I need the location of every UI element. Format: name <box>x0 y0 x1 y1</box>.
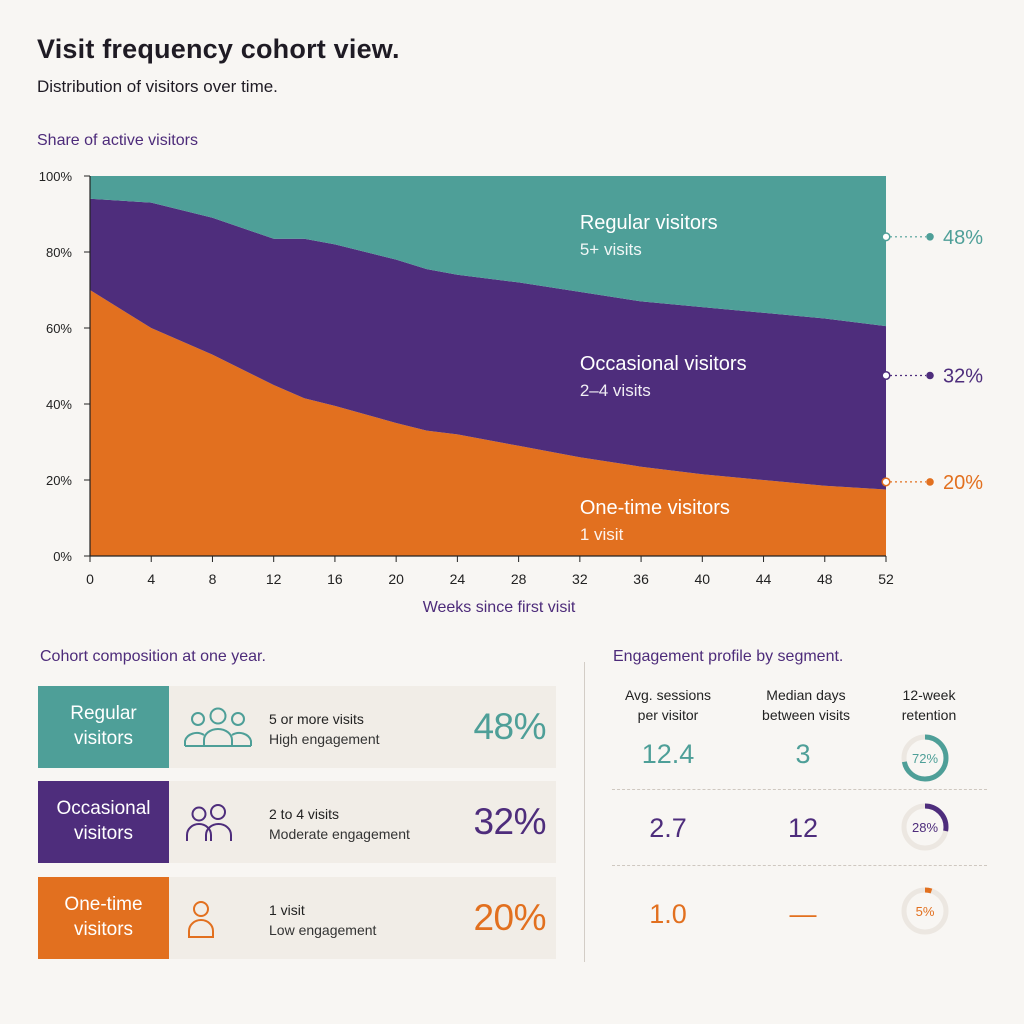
segment-share: 32% <box>473 801 546 842</box>
y-tick-label: 40% <box>46 397 72 412</box>
x-tick-label: 32 <box>572 571 588 587</box>
donut-arc <box>901 734 949 782</box>
panel-divider <box>584 662 585 962</box>
x-tick-label: 8 <box>209 571 217 587</box>
retention-donut: 28% <box>901 803 949 851</box>
three-people-icon <box>184 707 252 747</box>
x-tick-label: 40 <box>695 571 711 587</box>
y-axis-title: Share of active visitors <box>37 132 198 149</box>
x-tick-label: 20 <box>388 571 404 587</box>
callout-anchor <box>881 232 891 242</box>
end-share-label: 48% <box>943 227 983 249</box>
x-tick-label: 4 <box>147 571 155 587</box>
segment-tag-occasional: Occasional visitors <box>38 781 169 863</box>
segment-engagement: Low engagement <box>269 922 377 938</box>
segment-engagement: High engagement <box>269 731 380 747</box>
segment-tag-one-time: One-time visitors <box>38 877 169 959</box>
row-separator <box>612 789 987 790</box>
median-days-value: 12 <box>787 813 819 843</box>
header-median-days: Median days between visits <box>762 687 850 723</box>
x-tick-label: 36 <box>633 571 649 587</box>
y-tick-label: 100% <box>39 169 73 184</box>
segment-share: 48% <box>473 706 546 747</box>
area-label-sub: 1 visit <box>580 525 624 544</box>
segment-engagement: Moderate engagement <box>269 826 410 842</box>
area-regular <box>90 176 886 327</box>
page-subtitle: Distribution of visitors over time. <box>37 77 278 96</box>
area-label-name: Occasional visitors <box>580 353 747 375</box>
x-tick-label: 16 <box>327 571 343 587</box>
x-tick-label: 52 <box>878 571 894 587</box>
engagement-title: Engagement profile by segment. <box>613 648 844 665</box>
y-tick-label: 60% <box>46 321 72 336</box>
two-people-icon <box>186 804 232 841</box>
area-occasional <box>90 198 886 490</box>
stacked-area-chart: 0%20%40%60%80%100%0 4 8 12 16 20 24 28 32 36 40 44 4… <box>39 169 983 587</box>
avg-sessions-value: 1.0 <box>649 899 687 929</box>
callout-dot <box>926 371 934 380</box>
composition-row-one-time: One-time visitors 1 visit Low engagement… <box>38 877 556 959</box>
area-label-sub: 5+ visits <box>580 240 642 259</box>
callout-anchor <box>881 477 891 487</box>
x-tick-label: 48 <box>817 571 833 587</box>
retention-donut: 5% <box>901 887 949 935</box>
median-days-value: 3 <box>795 739 811 769</box>
x-tick-label: 44 <box>756 571 772 587</box>
donut-arc <box>901 887 949 935</box>
person-icon <box>188 901 214 938</box>
avg-sessions-value: 2.7 <box>649 813 687 843</box>
retention-value: 28% <box>912 820 938 835</box>
segment-visits: 1 visit <box>269 902 305 918</box>
y-tick-label: 0% <box>53 549 72 564</box>
segment-visits: 2 to 4 visits <box>269 806 340 822</box>
page-title: Visit frequency cohort view. <box>37 34 400 64</box>
x-axis-title: Weeks since first visit <box>422 599 576 616</box>
composition-row-regular: Regular visitors 5 or more visits High e… <box>38 686 556 768</box>
end-share-label: 32% <box>943 366 983 388</box>
y-tick-label: 20% <box>46 473 72 488</box>
area-one-time <box>90 290 886 556</box>
row-separator <box>612 865 987 866</box>
segment-visits: 5 or more visits <box>269 711 364 727</box>
header-retention: 12-week retention <box>901 687 957 723</box>
y-tick-label: 80% <box>46 245 72 260</box>
callout-dot <box>926 233 934 241</box>
area-label-name: Regular visitors <box>580 212 718 234</box>
retention-value: 5% <box>916 904 935 919</box>
composition-row-occasional: Occasional visitors 2 to 4 visits Modera… <box>38 781 556 863</box>
x-tick-label: 24 <box>450 571 466 587</box>
end-share-label: 20% <box>943 472 983 494</box>
segment-tag-regular: Regular visitors <box>38 686 169 768</box>
area-label-name: One-time visitors <box>580 497 730 519</box>
x-tick-label: 12 <box>266 571 282 587</box>
donut-arc <box>901 803 949 851</box>
segment-share: 20% <box>473 897 546 938</box>
callout-dot <box>926 478 934 486</box>
median-days-value: — <box>789 899 817 929</box>
area-label-sub: 2–4 visits <box>580 381 651 400</box>
callout-anchor <box>881 370 891 381</box>
composition-title: Cohort composition at one year. <box>40 648 266 665</box>
retention-donut: 72% <box>901 734 949 782</box>
header-avg-sessions: Avg. sessions per visitor <box>624 687 712 723</box>
avg-sessions-value: 12.4 <box>641 739 695 769</box>
x-tick-label: 28 <box>511 571 527 587</box>
x-tick-label: 0 <box>86 571 94 587</box>
retention-value: 72% <box>912 751 938 766</box>
